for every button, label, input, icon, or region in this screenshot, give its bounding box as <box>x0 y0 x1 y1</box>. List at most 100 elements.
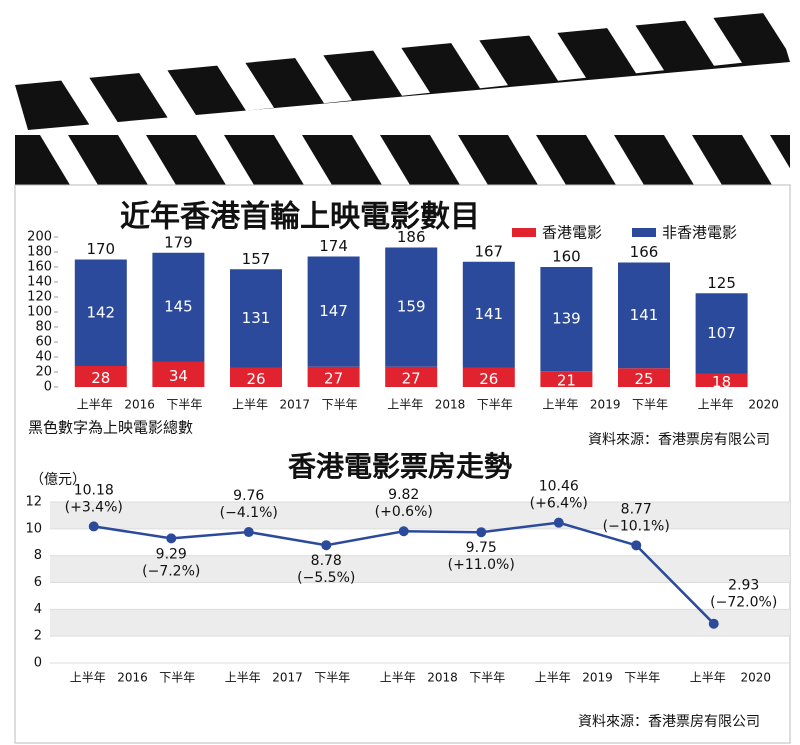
bar-segment <box>695 293 748 374</box>
y-tick-label: 100 <box>27 305 52 320</box>
x-tick-label: 上半年 <box>535 671 571 685</box>
x-tick-label: 上半年 <box>232 398 268 412</box>
x-tick-label: 上半年 <box>380 671 416 685</box>
change-label: (+0.6%) <box>375 504 433 520</box>
bar-segment <box>230 367 282 387</box>
y-tick-label: 140 <box>27 275 52 290</box>
total-label: 179 <box>164 233 193 251</box>
total-label: 166 <box>630 243 659 261</box>
point <box>321 540 332 551</box>
x-tick-label: 上半年 <box>542 398 578 412</box>
clapper-stripe <box>762 8 800 59</box>
x-tick-label: 下半年 <box>477 398 513 412</box>
year-label: 2018 <box>427 671 458 685</box>
data-label: 26 <box>246 370 265 388</box>
y-tick-label: 12 <box>25 495 42 510</box>
y-tick-label: 6 <box>34 575 42 590</box>
y-tick-label: 40 <box>35 350 52 365</box>
x-tick-label: 下半年 <box>166 398 202 412</box>
bar-segment <box>230 269 282 368</box>
bar-segment <box>307 256 360 367</box>
change-label: (−4.1%) <box>220 505 278 521</box>
y-tick-label: 8 <box>34 548 42 563</box>
grid-band <box>50 555 790 583</box>
x-tick-label: 下半年 <box>632 398 668 412</box>
bar-segment <box>618 368 670 387</box>
y-tick-label: 0 <box>44 380 52 395</box>
change-label: (−10.1%) <box>603 518 670 534</box>
bar-segment <box>540 267 593 372</box>
clapper-stripe <box>664 135 722 185</box>
bar-segment <box>695 373 748 387</box>
point <box>476 527 487 538</box>
year-label: 2016 <box>124 398 155 412</box>
data-label: 9.29 <box>156 546 187 562</box>
clapper-stripe <box>528 30 586 81</box>
data-label: 145 <box>164 298 193 316</box>
clapper-stripe <box>118 135 176 185</box>
clapper-stripe <box>216 60 274 111</box>
change-label: (−5.5%) <box>297 570 355 586</box>
data-label: 2.93 <box>728 578 759 594</box>
data-label: 26 <box>479 370 498 388</box>
clapper-stripe <box>294 53 352 104</box>
data-label: 147 <box>319 302 348 320</box>
clapper-stripe <box>430 135 488 185</box>
clapper-stripe <box>606 23 664 74</box>
legend-swatch <box>632 228 656 237</box>
source: 資料來源：香港票房有限公司 <box>578 714 760 730</box>
note: 黑色數字為上映電影總數 <box>28 419 193 437</box>
grid-band <box>50 609 790 637</box>
data-label: 9.75 <box>466 540 497 556</box>
clapperboard <box>15 8 800 185</box>
year-label: 2019 <box>582 671 613 685</box>
data-label: 8.77 <box>621 501 652 517</box>
data-label: 10.18 <box>74 482 114 498</box>
point <box>708 618 719 629</box>
y-tick-label: 200 <box>27 230 52 245</box>
change-label: (+6.4%) <box>530 496 588 512</box>
point <box>243 527 254 538</box>
clapper-stripe <box>684 15 742 66</box>
bar-segment <box>74 366 127 387</box>
year-label: 2017 <box>272 671 303 685</box>
clapper-stripe <box>274 135 332 185</box>
bar-segment <box>540 371 593 387</box>
bar-segment <box>385 366 438 387</box>
x-tick-label: 下半年 <box>159 671 195 685</box>
clapper-stripe <box>508 135 566 185</box>
clapper-stripe <box>742 135 800 185</box>
point <box>166 533 177 544</box>
clapper-stripe <box>372 45 430 96</box>
change-label: (−72.0%) <box>710 595 777 611</box>
total-label: 160 <box>552 248 581 266</box>
data-label: 141 <box>474 305 503 323</box>
point <box>631 540 642 551</box>
point <box>88 521 99 532</box>
chart-title: 近年香港首輪上映電影數目 <box>120 200 480 235</box>
data-label: 9.76 <box>233 488 264 504</box>
x-tick-label: 上半年 <box>698 398 734 412</box>
y-tick-label: 20 <box>35 365 52 380</box>
bar-segment <box>152 361 205 387</box>
clapper-stripe <box>40 135 98 185</box>
chart-title: 香港電影票房走勢 <box>288 450 512 483</box>
bar-segment <box>74 259 127 366</box>
data-label: 28 <box>91 369 110 387</box>
point <box>553 517 564 528</box>
x-tick-label: 下半年 <box>322 398 358 412</box>
x-tick-label: 下半年 <box>624 671 660 685</box>
y-tick-label: 80 <box>35 320 52 335</box>
clapper-stripe <box>138 68 196 119</box>
legend-label: 非香港電影 <box>662 224 737 242</box>
bar-segment <box>618 262 670 369</box>
y-axis-label: （億元） <box>30 472 86 488</box>
source: 資料來源：香港票房有限公司 <box>588 432 770 448</box>
y-tick-label: 4 <box>34 602 42 617</box>
data-label: 131 <box>242 309 271 327</box>
y-tick-label: 0 <box>34 656 42 671</box>
bar-segment <box>462 367 515 387</box>
data-label: 10.46 <box>539 479 579 495</box>
change-label: (−7.2%) <box>142 563 200 579</box>
